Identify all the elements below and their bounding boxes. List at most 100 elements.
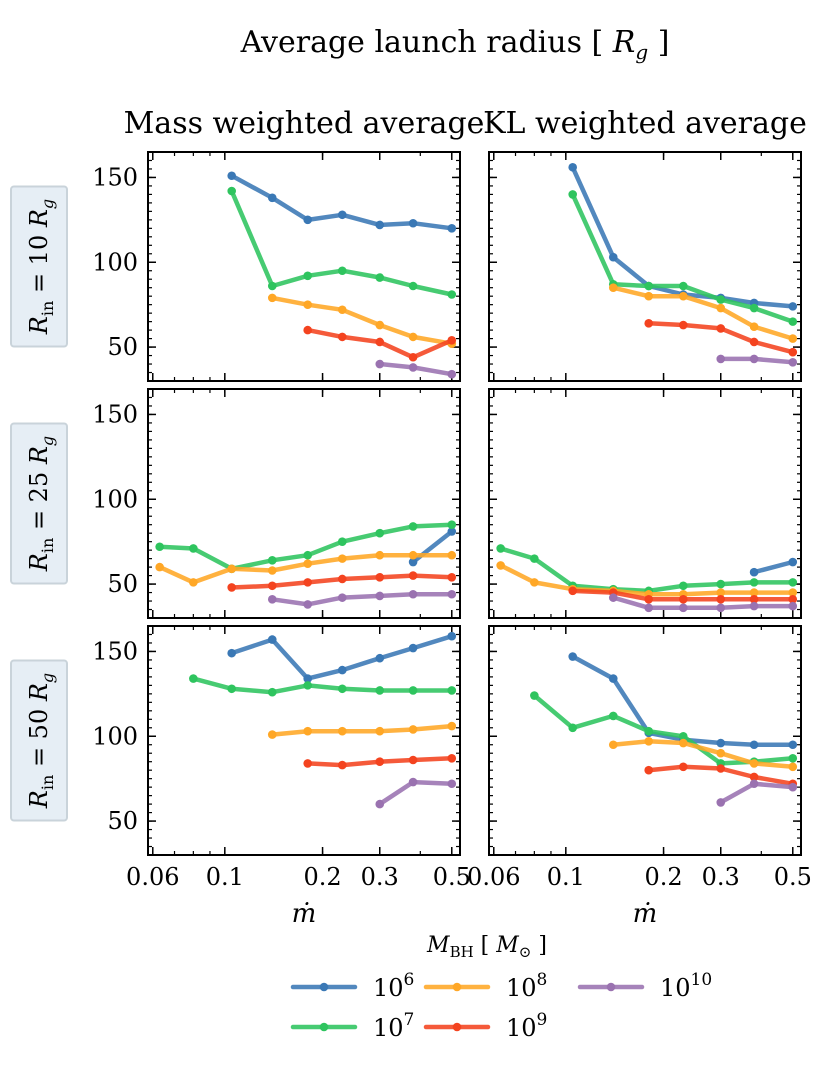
data-point	[408, 352, 418, 362]
data-point	[303, 759, 313, 768]
data-point	[447, 572, 457, 582]
x-tick-label: 0.2	[644, 863, 682, 891]
data-point	[716, 303, 726, 313]
y-tick-label: 150	[92, 637, 138, 665]
panel-r0-c1	[488, 151, 802, 382]
data-point	[267, 566, 277, 575]
data-point	[408, 281, 418, 291]
data-point	[267, 595, 277, 604]
data-point	[644, 765, 654, 775]
data-point	[408, 725, 418, 734]
data-point	[408, 557, 418, 567]
data-point	[408, 571, 418, 580]
legend-label: 109	[506, 1010, 547, 1042]
data-point	[227, 684, 236, 694]
data-point	[447, 527, 457, 536]
legend-entry-10e6: 106	[290, 970, 414, 1002]
legend: MBH [ M⊙ ] 106 107 108 109 1010	[290, 933, 712, 1042]
column-title-kl: KL weighted average	[483, 106, 807, 141]
data-point	[408, 218, 418, 228]
data-point	[267, 293, 277, 303]
series-line-10e8	[270, 723, 455, 737]
data-point	[678, 581, 688, 591]
data-point	[155, 542, 164, 552]
data-point	[375, 359, 385, 369]
data-point	[608, 593, 618, 602]
data-point	[447, 721, 457, 731]
data-point	[267, 687, 277, 697]
data-point	[568, 162, 577, 172]
data-point	[568, 723, 577, 733]
data-point	[337, 760, 347, 770]
data-point	[375, 528, 385, 538]
data-point	[337, 537, 347, 546]
data-point	[375, 572, 385, 582]
data-point	[447, 779, 457, 789]
data-point	[749, 601, 759, 611]
data-point	[716, 579, 726, 589]
row-label-text: Rin = 10 Rg	[25, 199, 57, 335]
legend-marker	[452, 1022, 462, 1032]
y-tick-label: 100	[92, 485, 138, 513]
data-point	[447, 290, 457, 299]
data-point	[303, 559, 313, 569]
data-point	[749, 303, 759, 313]
data-point	[678, 603, 688, 613]
panel-frame	[147, 388, 461, 619]
row-label-2: Rin = 50 Rg	[10, 659, 68, 822]
legend-label: 106	[373, 970, 414, 1002]
data-point	[749, 740, 759, 750]
data-point	[189, 544, 198, 553]
panel-r2-c0: 50 100 150 0.06 0.1 0.2 0.3 0.5	[92, 625, 471, 891]
series-line-10e6	[229, 173, 455, 231]
panel-frame	[488, 151, 802, 382]
data-point	[788, 358, 798, 367]
data-point	[408, 589, 418, 599]
data-point	[608, 674, 618, 683]
data-point	[227, 583, 236, 592]
series-line-10e6	[570, 654, 796, 747]
data-point	[678, 281, 688, 291]
data-point	[303, 681, 313, 690]
data-point	[408, 777, 418, 787]
data-point	[408, 755, 418, 765]
data-point	[716, 588, 726, 597]
data-point	[337, 684, 347, 694]
series-line-10e6	[751, 559, 796, 575]
data-point	[749, 322, 759, 332]
data-point	[608, 252, 618, 262]
data-point	[788, 317, 798, 326]
data-point	[749, 567, 759, 577]
data-point	[678, 762, 688, 772]
data-point	[408, 643, 418, 653]
data-point	[678, 320, 688, 330]
panel-frame	[488, 625, 802, 856]
data-point	[408, 522, 418, 531]
data-point	[716, 603, 726, 613]
x-axis-label-left: ṁ	[292, 899, 317, 929]
data-point	[447, 520, 457, 530]
data-point	[568, 586, 577, 596]
legend-label: 107	[373, 1010, 414, 1042]
data-point	[375, 686, 385, 695]
series-line-10e8	[611, 739, 796, 770]
x-tick-label: 0.06	[126, 863, 179, 891]
data-point	[375, 726, 385, 736]
data-point	[788, 595, 798, 604]
data-point	[267, 193, 277, 203]
data-point	[303, 215, 313, 225]
data-point	[189, 578, 198, 587]
x-tick-label: 0.1	[547, 863, 585, 891]
data-point	[155, 562, 164, 572]
data-point	[447, 335, 457, 345]
data-point	[227, 171, 236, 181]
data-point	[568, 190, 577, 199]
data-point	[608, 283, 618, 293]
data-point	[749, 588, 759, 597]
data-point	[337, 266, 347, 276]
panel-r1-c0: 50 100 150	[92, 388, 461, 619]
row-label-box	[10, 422, 68, 585]
data-point	[678, 595, 688, 604]
row-label-text: Rin = 25 Rg	[25, 436, 57, 572]
data-point	[227, 648, 236, 658]
